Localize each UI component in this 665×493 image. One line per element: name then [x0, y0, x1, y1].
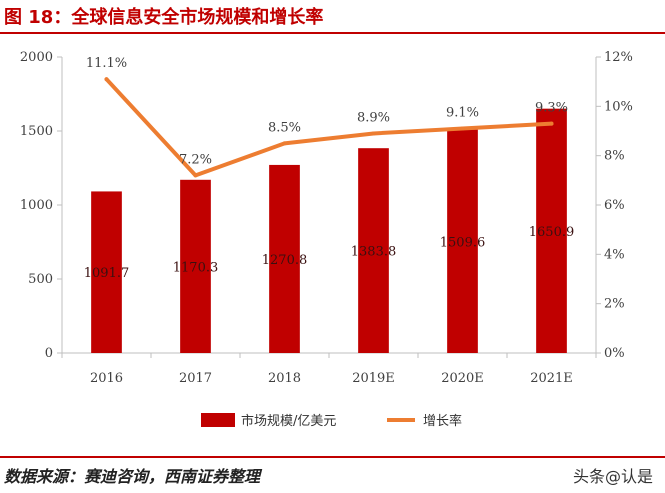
line-point [549, 121, 554, 126]
bar [180, 179, 211, 353]
y-left-tick-label: 0 [45, 346, 53, 361]
bar [91, 191, 122, 353]
line-point [460, 126, 465, 131]
page-title: 图 18：全球信息安全市场规模和增长率 [4, 7, 324, 28]
y-right-tick-label: 12% [604, 50, 633, 65]
y-right-tick-label: 10% [604, 99, 633, 114]
bar-value-labels: 1091.7 1170.3 1270.8 1383.8 1509.6 1650.9 [84, 225, 575, 281]
y-right-tick-label: 0% [604, 346, 625, 361]
bar-value-label: 1383.8 [351, 245, 397, 260]
x-tick-label: 2020E [441, 371, 484, 386]
line-value-label: 9.1% [446, 106, 479, 121]
y-left-tick-label: 1500 [20, 124, 53, 139]
bar [269, 164, 300, 353]
bar [536, 108, 567, 353]
watermark: 头条@认是 [572, 467, 653, 486]
bar-value-label: 1170.3 [173, 260, 219, 275]
x-tick-label: 2019E [352, 371, 395, 386]
line-point [193, 173, 198, 178]
y-right-tick-label: 4% [604, 247, 625, 262]
line-value-label: 8.9% [357, 110, 390, 125]
line-value-label: 11.1% [86, 56, 127, 71]
bar [447, 129, 478, 353]
x-tick-label: 2021E [530, 371, 573, 386]
y-left-tick-label: 2000 [20, 50, 53, 65]
y-right-tick-label: 8% [604, 149, 625, 164]
chart-legend: 市场规模/亿美元 增长率 [201, 413, 462, 429]
bar-series [91, 108, 567, 353]
line-point [282, 141, 287, 146]
growth-rate-line [104, 77, 554, 178]
x-tick-label: 2018 [268, 371, 301, 386]
line-value-labels: 11.1% 7.2% 8.5% 8.9% 9.1% 9.3% [86, 56, 568, 167]
line-value-label: 8.5% [268, 120, 301, 135]
x-tick-label: 2017 [179, 371, 212, 386]
x-axis-ticks: 2016 2017 2018 2019E 2020E 2021E [61, 353, 597, 386]
line-series [104, 77, 554, 178]
legend-label-bar: 市场规模/亿美元 [241, 413, 336, 429]
x-tick-label: 2016 [90, 371, 123, 386]
bar-value-label: 1650.9 [529, 225, 575, 240]
bar-value-label: 1509.6 [440, 235, 486, 250]
y-left-tick-label: 1000 [20, 198, 53, 213]
line-point [104, 77, 109, 82]
line-value-label: 9.3% [535, 101, 568, 116]
legend-label-line: 增长率 [423, 413, 462, 429]
line-value-label: 7.2% [179, 152, 212, 167]
data-source: 数据来源：赛迪咨询，西南证券整理 [4, 467, 261, 486]
title-bar: 图 18：全球信息安全市场规模和增长率 [0, 0, 665, 34]
y-right-tick-label: 6% [604, 198, 625, 213]
bar [358, 148, 389, 353]
line-point [371, 131, 376, 136]
footer-divider [0, 456, 665, 458]
y-left-tick-label: 500 [28, 272, 53, 287]
y-right-tick-label: 2% [604, 297, 625, 312]
bar-value-label: 1270.8 [262, 253, 308, 268]
bar-value-label: 1091.7 [84, 266, 130, 281]
legend-swatch-bar [201, 413, 235, 427]
chart-axes: 0 500 1000 1500 2000 0% 2% 4% 6% 8% 10% 12% [20, 50, 633, 361]
